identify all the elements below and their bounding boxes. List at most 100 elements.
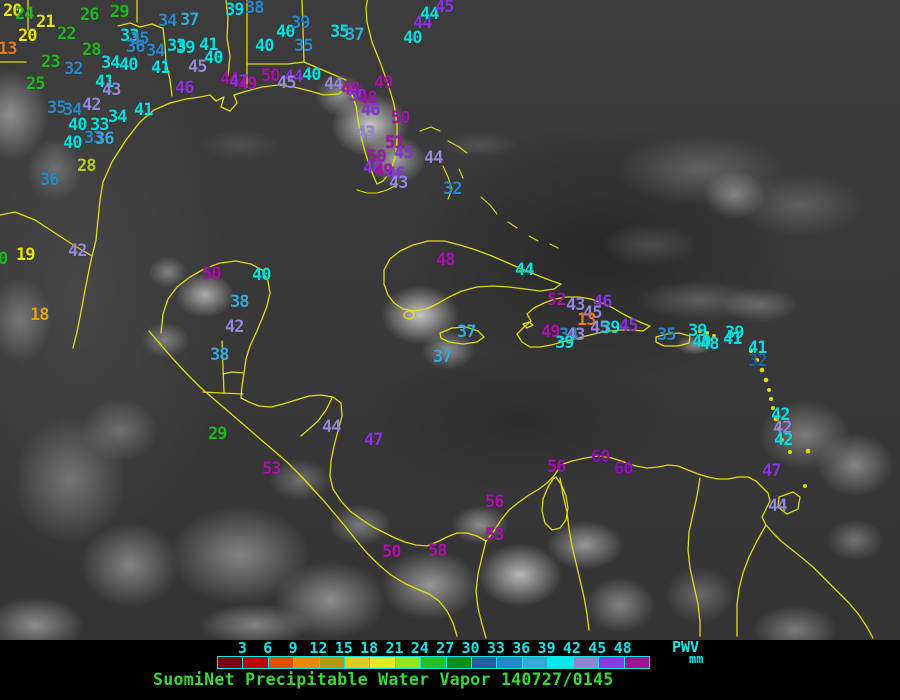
pwv-value-label: 34: [108, 107, 128, 127]
pwv-value-label: 40: [252, 265, 272, 285]
color-scale-segment: [344, 657, 370, 668]
pwv-value-label: 34: [158, 11, 178, 31]
pwv-value-label: 44: [413, 13, 433, 33]
scale-tick-label: 24: [410, 639, 429, 657]
scale-tick-label: 42: [562, 639, 581, 657]
pwv-value-label: 40: [302, 65, 322, 85]
trinidad-coast: [777, 491, 801, 515]
lake-maracaibo: [541, 476, 569, 531]
pwv-value-label: 41: [748, 338, 768, 358]
scale-tick-label: 39: [537, 639, 556, 657]
coastlines-overlay: [0, 0, 874, 639]
pwv-value-label: 28: [77, 156, 97, 176]
pwv-value-label: 46: [175, 78, 195, 98]
yucatan-central-america-coast: [160, 260, 487, 547]
pwv-value-label: 25: [26, 74, 46, 94]
pwv-value-label: 53: [262, 459, 282, 479]
pwv-value-label: 33: [90, 115, 110, 135]
color-scale-segment: [242, 657, 268, 668]
scale-tick-label: 12: [309, 639, 328, 657]
pwv-value-label: 44: [324, 74, 344, 94]
pwv-value-label: 44: [220, 69, 240, 89]
color-scale-segment: [293, 657, 319, 668]
lesser-antilles-islands: [698, 329, 811, 488]
us-state-borders: [0, 0, 347, 97]
color-scale-segment: [547, 657, 573, 668]
pwv-value-label: 41: [199, 35, 219, 55]
pwv-value-label: 42: [773, 418, 793, 438]
hispaniola-coast: [516, 296, 651, 348]
pwv-value-label: 42: [82, 95, 102, 115]
mexico-gulf-coast: [72, 255, 93, 349]
pwv-value-label: 40: [276, 22, 296, 42]
pwv-value-label: 52: [547, 290, 567, 310]
pwv-value-label: 41: [151, 58, 171, 78]
pwv-value-label: 19: [16, 245, 36, 265]
south-america-borders: [475, 477, 767, 639]
pwv-value-label: 41: [95, 72, 115, 92]
pwv-value-label: 26: [80, 5, 100, 25]
pwv-value-label: 42: [774, 430, 794, 450]
pwv-value-label: 47: [762, 461, 782, 481]
pwv-value-label: 37: [457, 322, 477, 342]
pwv-value-label: 39: [725, 323, 745, 343]
scale-tick-label: 48: [613, 639, 632, 657]
pwv-value-label: 32: [443, 179, 463, 199]
color-scale-segment: [394, 657, 421, 668]
pwv-value-label: 32: [748, 351, 768, 371]
pwv-value-label: 45: [583, 303, 603, 323]
pwv-value-label: 43: [566, 295, 586, 315]
pwv-value-label: 56: [547, 457, 567, 477]
pwv-value-label: 37: [433, 347, 453, 367]
color-scale-segment: [471, 657, 497, 668]
pwv-value-label: 48: [358, 88, 378, 108]
pwv-value-label: 50: [367, 147, 387, 167]
pwv-value-label: 44: [322, 417, 342, 437]
pwv-value-label: 39: [555, 333, 575, 353]
color-scale-segment: [420, 657, 446, 668]
pwv-value-label: 20: [3, 1, 23, 21]
pwv-value-label: 22: [57, 24, 77, 44]
pwv-value-label: 35: [47, 98, 67, 118]
pwv-value-label: 0: [0, 249, 8, 269]
pwv-value-label: 34: [146, 41, 166, 61]
pwv-value-label: 45: [277, 73, 297, 93]
pwv-value-label: 40: [68, 115, 88, 135]
pwv-value-label: 48: [341, 79, 361, 99]
pwv-value-label: 33: [120, 26, 140, 46]
pwv-value-label: 36: [95, 129, 115, 149]
pwv-value-label: 47: [229, 72, 249, 92]
pwv-value-label: 23: [41, 52, 61, 72]
color-scale-segment: [218, 657, 243, 668]
pwv-value-label: 40: [255, 36, 275, 56]
pwv-value-label: 60: [614, 459, 634, 479]
pwv-value-label: 37: [345, 25, 365, 45]
scale-tick-label: 30: [461, 639, 480, 657]
pwv-value-label: 60: [591, 447, 611, 467]
pwv-value-label: 36: [40, 170, 60, 190]
pwv-value-label: 34: [63, 100, 83, 120]
color-scale-segment: [445, 657, 472, 668]
bahamas-islands: [356, 126, 559, 249]
pwv-value-label: 38: [230, 292, 250, 312]
pwv-value-label: 34: [559, 325, 579, 345]
legend-strip: 3 6 9 12 15 18 21 24 27 30 33 36 39 42 45 48 PWV mm Suo…: [0, 640, 900, 700]
pwv-value-label: 56: [485, 492, 505, 512]
jamaica-coast: [439, 326, 485, 345]
pwv-value-label: 44: [515, 260, 535, 280]
scale-label: PWV: [672, 638, 700, 656]
scale-tick-label: 27: [436, 639, 455, 657]
pwv-value-label: 50: [391, 108, 411, 128]
color-scale-segment: [623, 657, 649, 668]
color-scale-segment: [598, 657, 624, 668]
pwv-value-label: 28: [82, 40, 102, 60]
pwv-value-label: 13: [577, 310, 597, 330]
pwv-value-label: 18: [30, 305, 50, 325]
pwv-value-label: 32: [64, 59, 84, 79]
pwv-value-label: 43: [102, 80, 122, 100]
pwv-value-label: 58: [428, 541, 448, 561]
scale-tick-label: 18: [360, 639, 379, 657]
product-title: SuomiNet Precipitable Water Vapor 140727…: [153, 670, 614, 689]
color-scale-segment: [369, 657, 395, 668]
pwv-value-label: 46: [386, 164, 406, 184]
